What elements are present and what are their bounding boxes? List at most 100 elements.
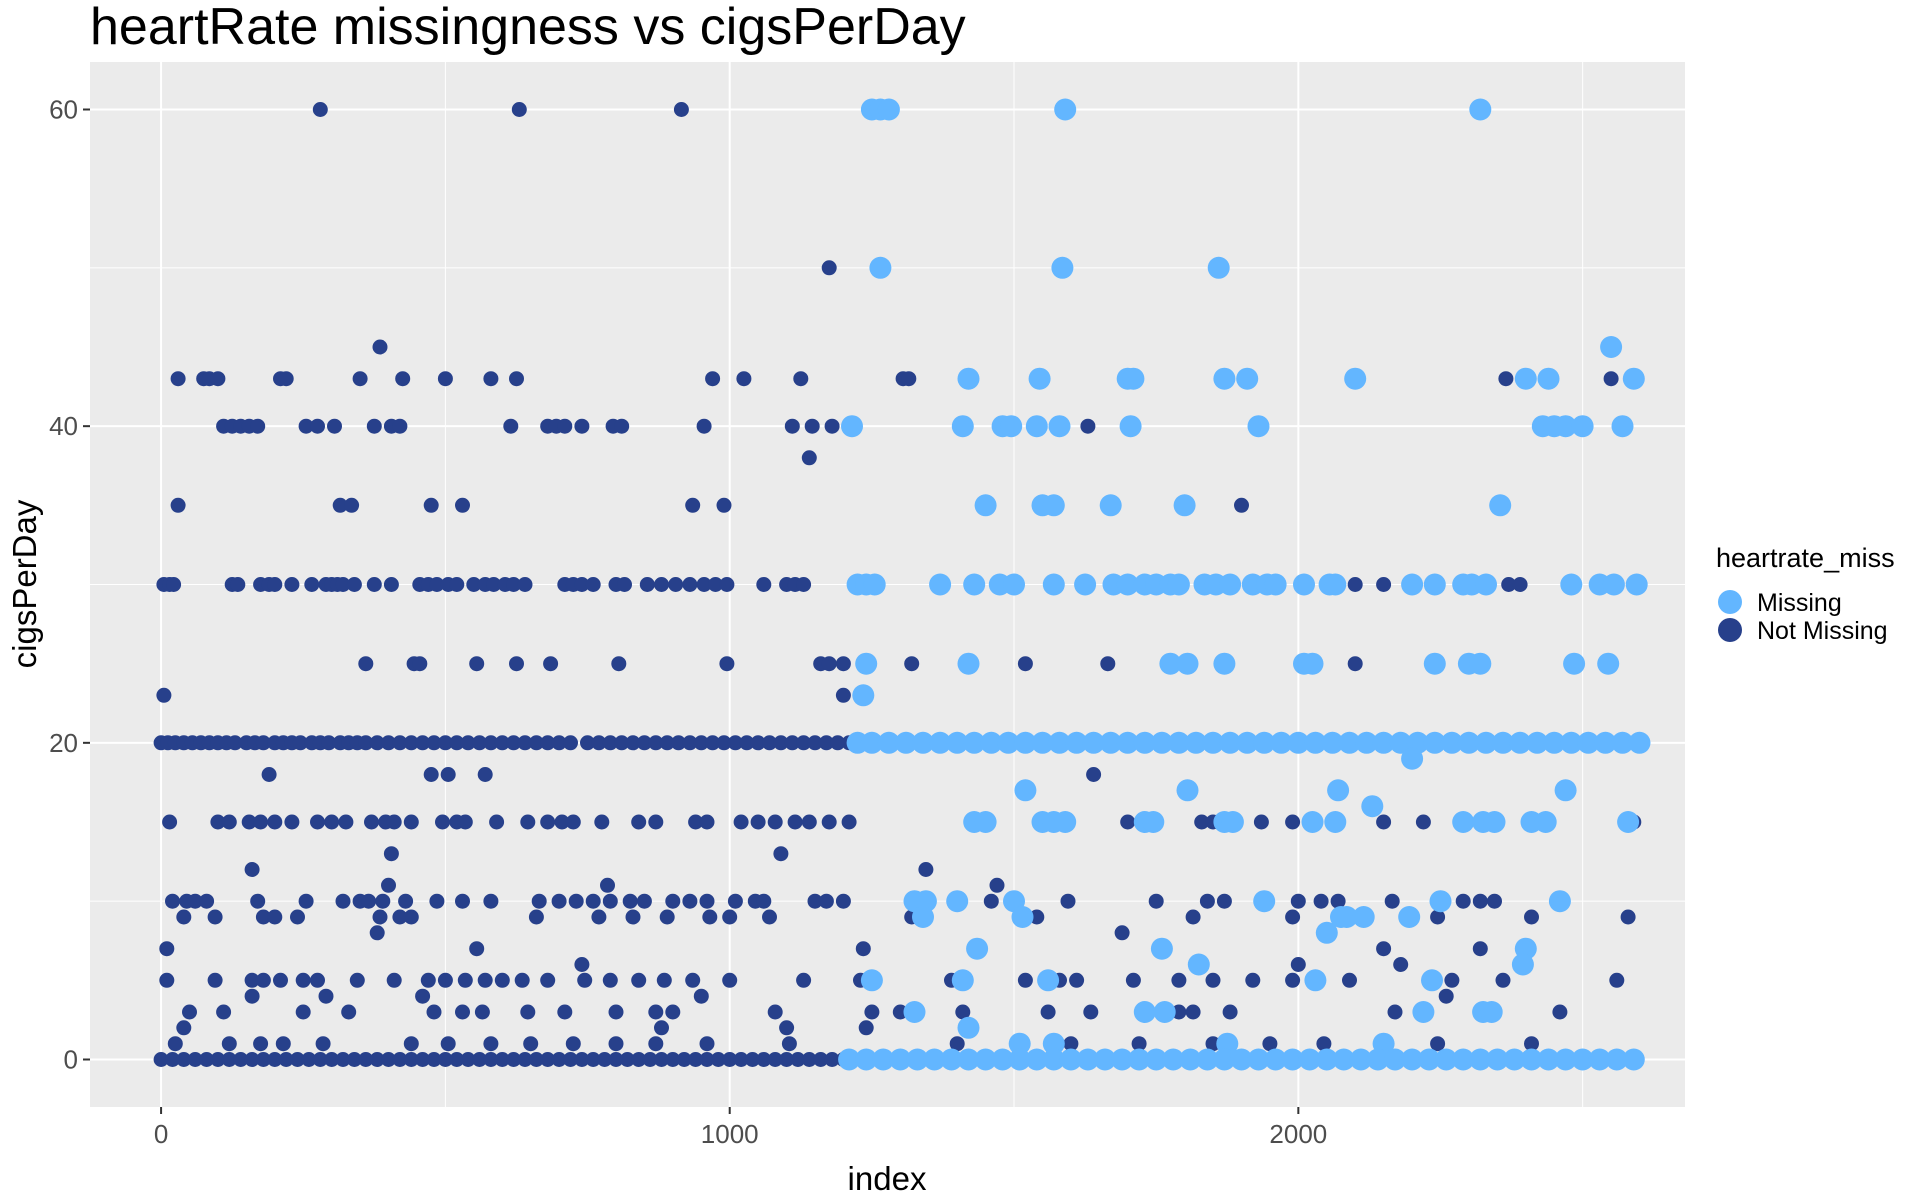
data-point-not-missing [509,656,524,672]
data-point-missing [1219,731,1242,754]
data-point-not-missing [591,909,607,925]
data-point-not-missing [773,735,789,751]
data-point-missing [1264,1048,1287,1071]
data-point-not-missing [1290,893,1306,909]
data-point-missing [1514,367,1537,390]
data-point-missing [1352,906,1375,928]
data-point-not-missing [801,814,817,830]
data-point-not-missing [392,735,408,751]
data-point-not-missing [528,909,544,925]
data-point-not-missing [574,957,590,972]
data-point-missing [852,684,875,707]
data-point-missing [1011,906,1034,928]
data-point-not-missing [710,1052,726,1067]
data-point-missing [1622,367,1645,390]
data-point-missing [1489,494,1512,517]
data-point-not-missing [625,735,641,751]
data-point-missing [1014,779,1037,802]
data-point-not-missing [608,1036,624,1052]
data-point-not-missing [338,814,354,830]
data-point-not-missing [577,972,593,988]
data-point-not-missing [369,735,385,751]
data-point-missing [1554,415,1577,438]
data-point-not-missing [608,1004,624,1020]
data-point-missing [863,573,886,596]
data-point-missing [1213,367,1236,390]
data-point-missing [1401,1048,1424,1071]
data-point-not-missing [699,893,715,909]
data-point-missing [872,1048,895,1071]
data-point-not-missing [565,814,581,830]
data-point-not-missing [665,893,681,909]
data-point-missing [1142,811,1165,833]
data-point-not-missing [153,1052,169,1067]
data-point-not-missing [554,814,570,830]
data-point-not-missing [457,972,473,988]
data-point-missing [963,731,986,754]
data-point-not-missing [1498,371,1514,387]
data-point-not-missing [619,1052,635,1067]
data-point-missing [1221,811,1244,833]
data-point-missing [1253,890,1276,913]
data-point-not-missing [483,1036,499,1052]
data-point-not-missing [457,814,473,830]
data-point-missing [1548,890,1571,913]
data-point-missing [1065,731,1088,754]
data-point-not-missing [403,1052,419,1067]
data-point-not-missing [324,814,340,830]
data-point-missing [1622,1048,1645,1071]
data-point-not-missing [233,1052,249,1067]
data-point-not-missing [673,102,689,117]
data-point-not-missing [1330,893,1346,909]
data-point-missing [974,811,997,833]
data-point-not-missing [585,893,601,909]
data-point-not-missing [1387,1004,1403,1020]
data-point-missing [1074,573,1097,596]
data-point-missing [1207,256,1230,279]
data-point-not-missing [671,735,686,751]
data-point-missing [946,731,969,754]
data-point-not-missing [324,1052,340,1067]
data-point-not-missing [199,1052,215,1067]
data-point-missing [855,652,878,675]
data-point-not-missing [346,577,362,592]
data-point-missing [1435,1048,1458,1071]
data-point-not-missing [477,767,493,782]
data-point-not-missing [790,1052,806,1067]
data-point-not-missing [278,371,294,387]
data-point-not-missing [716,735,732,751]
data-point-not-missing [159,972,175,988]
data-point-not-missing [221,1036,237,1052]
data-point-not-missing [1524,909,1539,925]
data-point-not-missing [818,735,834,751]
data-point-not-missing [506,1052,522,1067]
data-point-not-missing [1199,893,1215,909]
data-point-not-missing [295,1004,311,1020]
data-point-missing [1611,731,1634,754]
data-point-not-missing [1234,497,1249,513]
data-point-missing [923,1048,946,1071]
data-point-missing [1247,1048,1270,1071]
data-point-not-missing [176,1020,192,1036]
data-point-not-missing [392,418,408,434]
data-point-missing [1116,573,1139,596]
data-point-not-missing [722,909,738,925]
data-point-missing [1423,573,1446,596]
data-point-not-missing [290,909,305,925]
data-point-not-missing [745,1052,760,1067]
data-point-not-missing [600,877,615,893]
data-point-not-missing [904,656,920,672]
data-point-not-missing [668,577,684,592]
data-point-missing [1321,731,1344,754]
data-point-not-missing [483,735,499,751]
data-point-missing [1213,1048,1236,1071]
data-point-not-missing [688,814,704,830]
data-point-not-missing [261,767,277,782]
data-point-missing [974,494,997,517]
data-point-missing [1202,731,1224,754]
data-point-missing [838,1048,861,1071]
data-point-not-missing [366,577,382,592]
data-point-missing [1298,1048,1321,1071]
data-point-missing [966,937,989,960]
data-point-not-missing [352,371,368,387]
